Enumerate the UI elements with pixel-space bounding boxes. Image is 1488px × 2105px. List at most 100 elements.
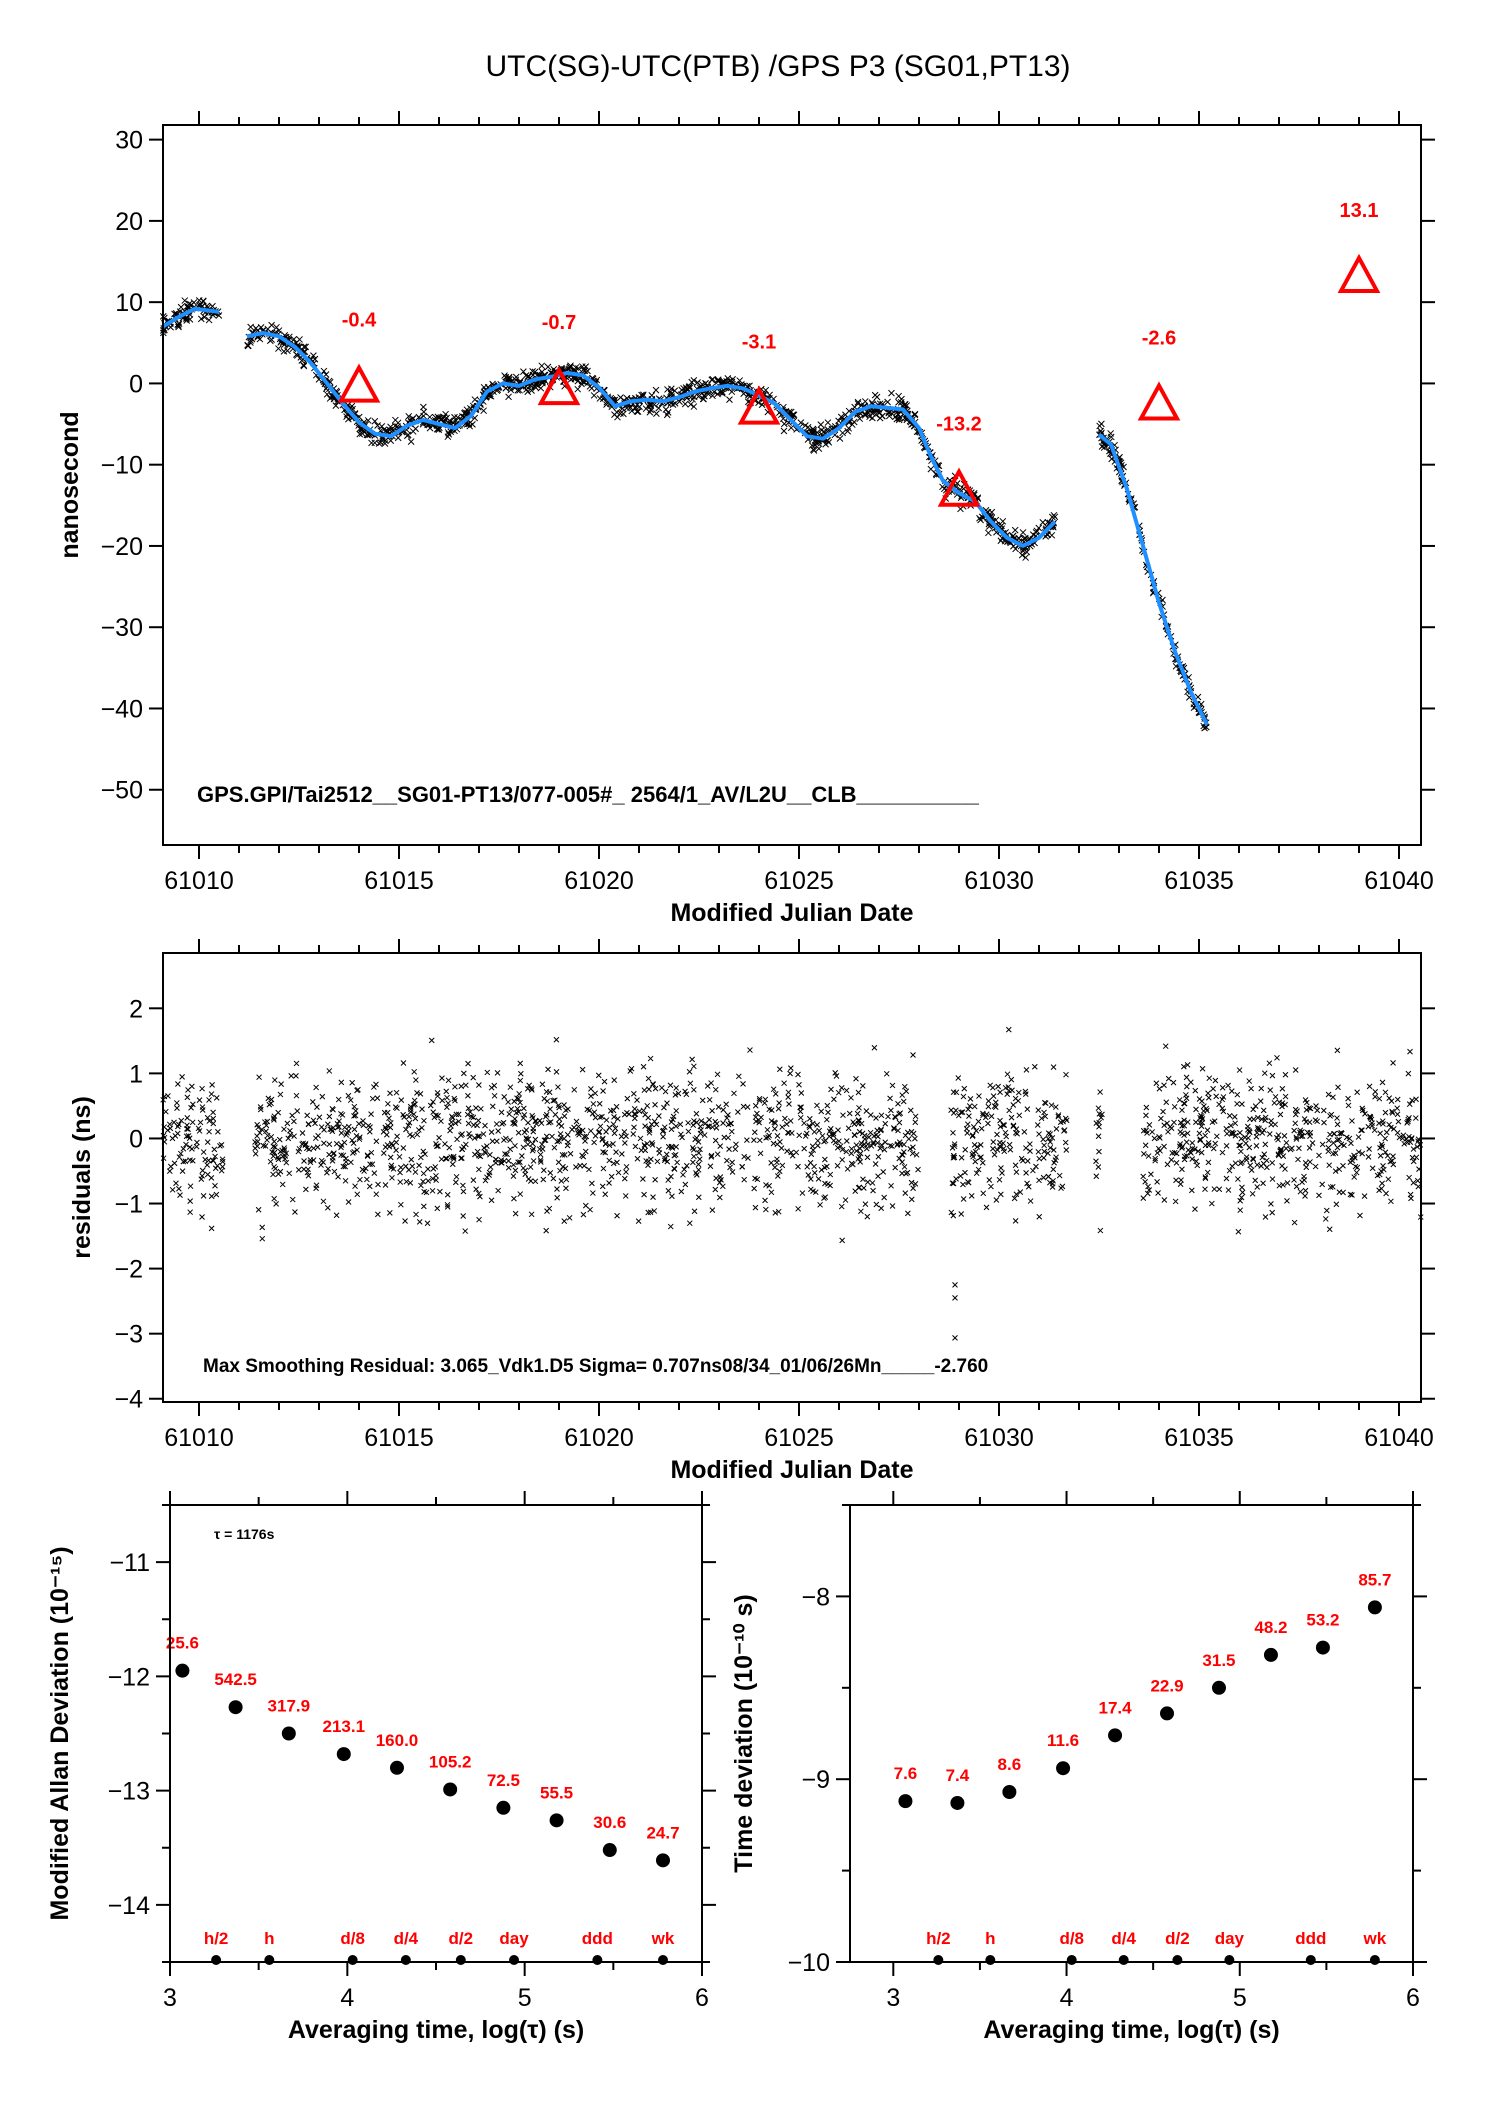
residual-point [1171,1119,1177,1126]
residual-point [303,1145,310,1152]
offset-data-point [451,413,458,421]
residual-point [690,1146,697,1153]
residual-point [446,1144,453,1151]
residual-point [785,1094,792,1100]
mdev-x-tick-label: 3 [163,1984,177,2012]
residual-point [556,1138,562,1144]
residual-point [584,1106,591,1113]
mdev-x-tick-label: 6 [695,1984,709,2012]
residual-point [208,1225,215,1232]
residual-point [165,1093,171,1099]
residual-point [667,1082,674,1089]
residuals-frame [162,952,1422,1403]
residual-point [415,1127,422,1133]
residual-point [907,1146,914,1152]
residual-point [553,1036,560,1043]
residuals-x-tick-label: 61020 [564,1424,634,1452]
residual-point [1145,1183,1151,1190]
residual-point [797,1108,804,1115]
residual-point [635,1218,642,1224]
residual-point [1276,1182,1283,1189]
residual-point [888,1107,894,1114]
residual-point [438,1156,445,1163]
residual-point [772,1120,779,1126]
residual-point [1408,1195,1414,1202]
residual-point [644,1140,650,1147]
residual-point [975,1166,982,1173]
residual-point [611,1113,617,1120]
residual-point [706,1096,713,1103]
residuals-y-tick-label: −3 [114,1321,143,1349]
offset-data-point [434,413,442,421]
tdev-y-axis-title: Time deviation (10⁻¹⁰ s) [730,1594,758,1872]
residual-point [997,1123,1004,1130]
residual-point [949,1145,956,1151]
residual-point [537,1159,544,1165]
residual-point [333,1140,340,1147]
residual-point [1268,1118,1275,1124]
residual-point [199,1085,205,1092]
offset-data-point [603,401,610,408]
residual-point [1407,1139,1414,1146]
residual-point [874,1140,881,1146]
offset-data-point [879,412,886,420]
residual-point [613,1149,619,1156]
residuals-x-tick-label: 61010 [164,1424,234,1452]
residual-point [599,1135,606,1142]
residual-point [1236,1142,1242,1149]
mdev-data-point [228,1700,243,1715]
tdev-reference-dot [1172,1955,1183,1965]
residual-point [776,1100,783,1106]
residual-point [1027,1198,1034,1204]
mdev-point-label: 317.9 [268,1697,311,1716]
residual-point [254,1133,260,1139]
residual-point [610,1141,616,1147]
residual-point [517,1077,524,1084]
residual-point [1405,1118,1411,1125]
residual-point [950,1154,957,1161]
residual-point [1152,1155,1159,1162]
offset-data-point [810,447,818,454]
offset-y-tick-label: −20 [101,533,143,561]
residual-point [796,1132,803,1139]
residual-point [470,1114,477,1121]
offset-data-point [332,402,340,409]
tdev-data-point [950,1795,965,1810]
residual-point [502,1151,508,1157]
residual-point [671,1166,678,1172]
residual-point [359,1166,366,1173]
residual-point [740,1080,746,1087]
residual-point [278,1081,285,1087]
residual-point [728,1128,735,1135]
residuals-x-tick-label: 61040 [1364,1424,1434,1452]
residual-point [614,1159,620,1166]
residual-point [1326,1162,1333,1169]
offset-smooth-curve [929,455,1057,548]
residual-point [419,1124,425,1131]
residual-point [808,1151,815,1158]
residual-point [462,1082,469,1089]
offset-data-point [817,421,825,428]
residual-point [1338,1129,1345,1136]
offset-data-point [888,389,895,397]
residual-point [691,1063,697,1070]
residual-point [768,1107,775,1113]
residual-point [973,1127,980,1134]
offset-marker-label: 13.1 [1340,200,1379,222]
residual-point [713,1175,719,1182]
residual-point [396,1153,403,1160]
residual-point [295,1167,302,1173]
residual-point [1059,1183,1066,1190]
residual-point [1210,1145,1217,1152]
residual-point [673,1085,680,1091]
residual-point [1146,1122,1153,1128]
residual-point [621,1129,628,1135]
residual-point [864,1154,871,1161]
mdev-point-label: 213.1 [323,1717,366,1736]
residual-point [1238,1159,1245,1166]
residual-point [1382,1149,1389,1156]
residual-point [557,1167,563,1174]
residual-point [766,1182,773,1189]
residual-point [1151,1135,1158,1142]
residual-point [162,1108,169,1115]
